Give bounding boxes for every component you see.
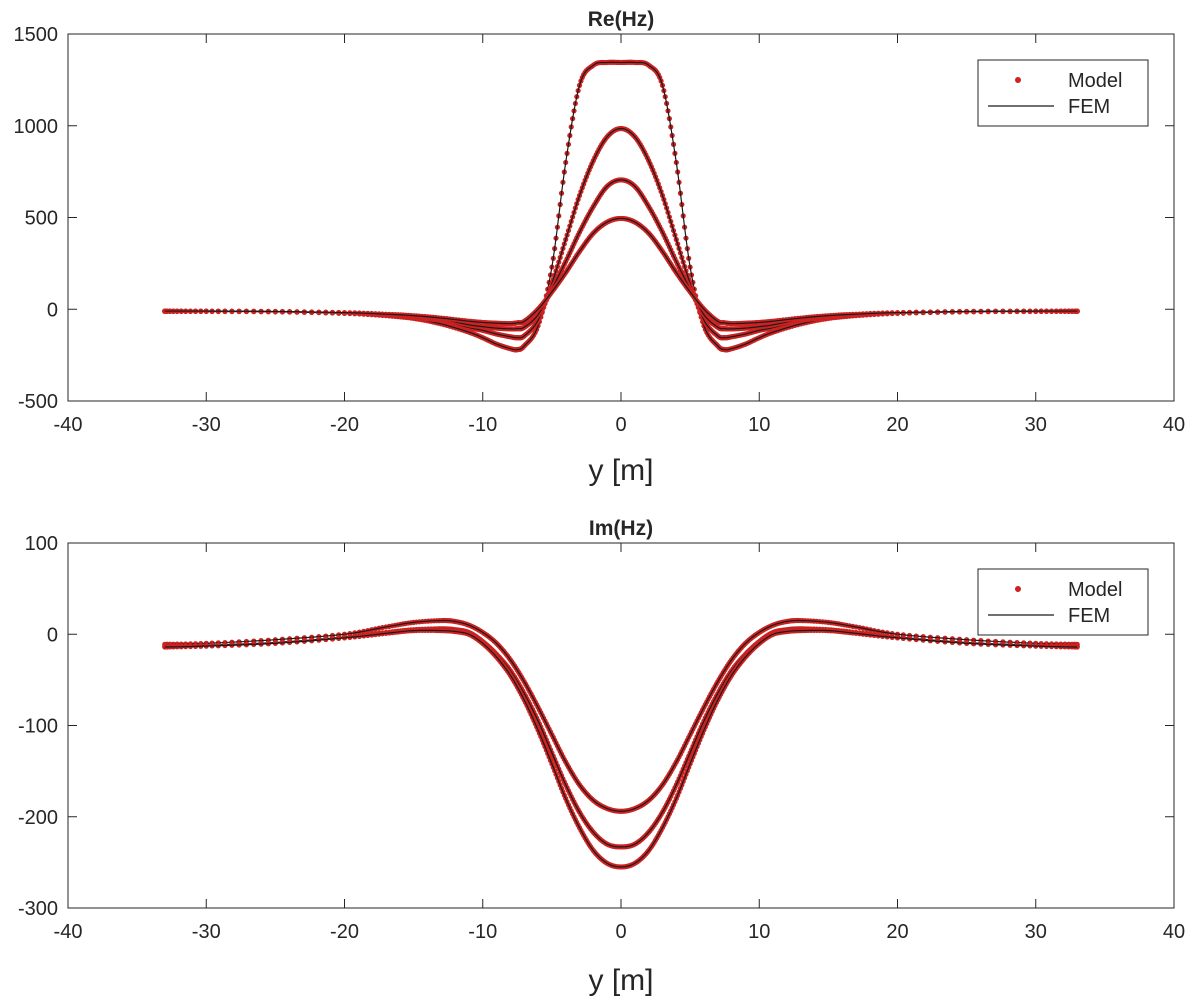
legend-box [977, 568, 1149, 636]
x-tick-label: -20 [330, 414, 359, 436]
x-tick-label: 20 [886, 414, 908, 436]
series-4 [162, 215, 1080, 327]
series-1-fem-line [164, 619, 1078, 812]
y-tick-label: 0 [47, 624, 58, 646]
legend-symbol-model [1015, 77, 1021, 83]
legend-label-model: Model [1068, 579, 1122, 601]
series-4-fem-line [164, 217, 1078, 325]
chart-title: Re(Hz) [588, 8, 655, 31]
series-1 [162, 617, 1080, 814]
y-tick-label: 1000 [14, 116, 59, 138]
x-tick-label: 0 [615, 414, 626, 436]
x-axis-title: y [m] [589, 964, 654, 997]
x-axis-title: y [m] [589, 454, 654, 487]
legend: Model FEM [977, 568, 1149, 636]
series-3-fem-line [164, 629, 1078, 868]
chart-title: Im(Hz) [589, 517, 653, 540]
x-tick-label: -10 [468, 921, 497, 943]
x-tick-label: -30 [192, 921, 221, 943]
y-tick-label: -500 [18, 391, 58, 413]
series-3 [162, 177, 1080, 332]
series-3-fem-line [164, 179, 1078, 330]
legend-label-model: Model [1068, 70, 1122, 92]
y-tick-label: 100 [25, 533, 58, 555]
legend-symbol-model [1015, 586, 1021, 592]
chart-panel-2: Im(Hz)-40 -30 -20 -10 0 10 20 30 40-300-200-1000… [18, 517, 1185, 997]
series-3 [162, 627, 1080, 870]
legend-box [977, 59, 1149, 127]
series-1-markers [162, 59, 1080, 353]
x-tick-label: 10 [748, 414, 770, 436]
chart-panel-1: Re(Hz) -40 -30 -20 -10 0 10 20 30 40 -500 0 500 1000 1… [14, 8, 1186, 487]
legend: Model FEM [977, 59, 1149, 127]
series-2-markers [162, 125, 1080, 341]
x-tick-label: 40 [1163, 414, 1185, 436]
series-2 [162, 125, 1080, 341]
y-tick-label: 500 [25, 208, 58, 230]
y-tick-label: 0 [47, 299, 58, 321]
x-tick-label: -40 [54, 414, 83, 436]
data-area [162, 617, 1080, 870]
y-tick-label: -200 [18, 807, 58, 829]
series-4-markers [162, 215, 1080, 327]
data-area [162, 59, 1080, 353]
series-1-fem-line [164, 61, 1078, 351]
legend-label-fem: FEM [1068, 605, 1110, 627]
x-tick-label: -20 [330, 921, 359, 943]
y-tick-label: 1500 [14, 24, 59, 46]
x-tick-label: -40 [54, 921, 83, 943]
series-2-markers [162, 626, 1080, 850]
x-tick-label: 30 [1025, 414, 1047, 436]
y-tick-label: -100 [18, 716, 58, 738]
series-2-fem-line [164, 127, 1078, 339]
x-tick-label: 40 [1163, 921, 1185, 943]
x-tick-label: 20 [886, 921, 908, 943]
series-3-markers [162, 627, 1080, 870]
x-tick-label: 30 [1025, 921, 1047, 943]
x-tick-label: 0 [615, 921, 626, 943]
series-1 [162, 59, 1080, 353]
legend-label-fem: FEM [1068, 96, 1110, 118]
x-tick-label: -30 [192, 414, 221, 436]
series-1-markers [162, 617, 1080, 814]
x-tick-label: -10 [468, 414, 497, 436]
x-tick-label: 10 [748, 921, 770, 943]
y-tick-label: -300 [18, 898, 58, 920]
series-2 [162, 626, 1080, 850]
series-3-markers [162, 177, 1080, 332]
series-2-fem-line [164, 628, 1078, 848]
